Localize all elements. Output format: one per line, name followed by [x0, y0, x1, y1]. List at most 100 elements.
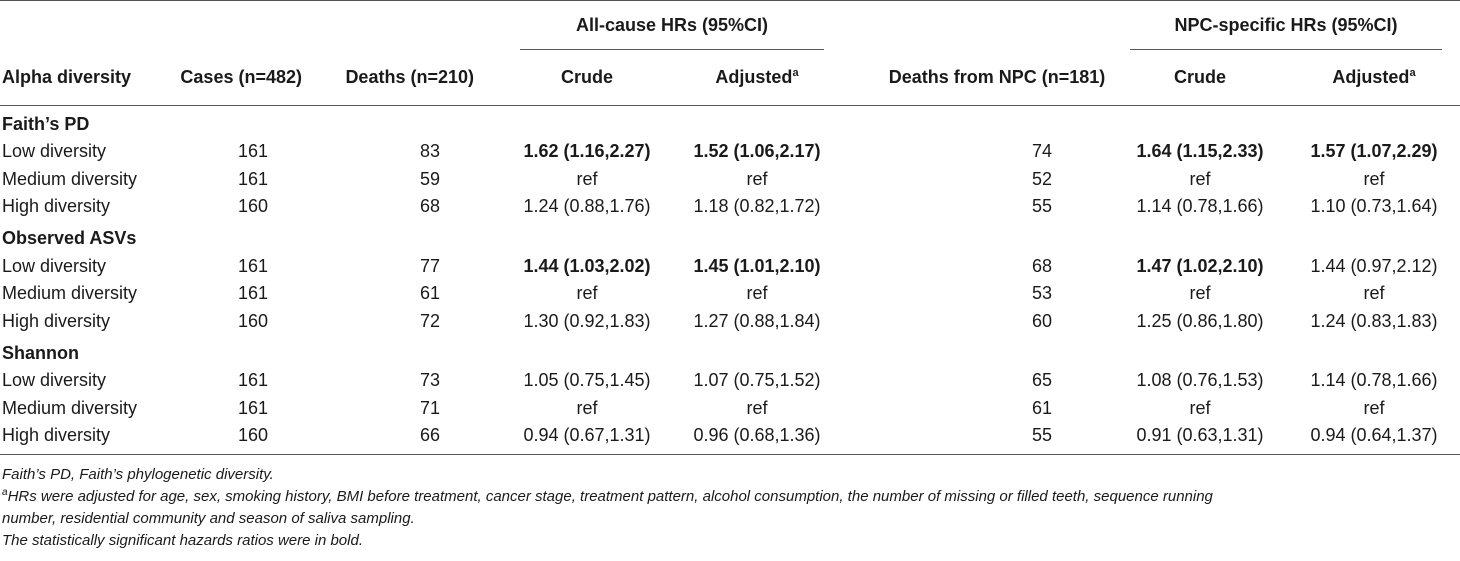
- cell-crude: ref: [576, 283, 598, 304]
- cell-crude-npc: ref: [1189, 283, 1211, 304]
- group-header-row: All-cause HRs (95%CI) NPC-specific HRs (…: [0, 0, 1460, 50]
- cell-cases: 160: [237, 196, 268, 217]
- col-header-adjusted-npc: Adjusteda: [1288, 50, 1460, 106]
- cell-deaths: 59: [419, 168, 440, 189]
- column-header-row: Alpha diversity Cases (n=482) Deaths (n=…: [0, 50, 1460, 106]
- cell-deaths-npc: 55: [842, 422, 1112, 455]
- col-header-adjusted: Adjusteda: [672, 50, 842, 106]
- col-header-crude: Crude: [502, 50, 672, 106]
- cell-cases: 160: [237, 310, 268, 331]
- row-label: Medium diversity: [2, 397, 138, 418]
- footnote-line-2: number, residential community and season…: [2, 510, 415, 527]
- table-row: Low diversity 161 83 1.62 (1.16,2.27) 1.…: [0, 138, 1460, 166]
- cell-crude: ref: [576, 168, 598, 189]
- cell-adjusted-npc: 1.24 (0.83,1.83): [1310, 310, 1438, 331]
- cell-adjusted-npc: 1.44 (0.97,2.12): [1310, 255, 1438, 276]
- cell-crude-npc: 1.14 (0.78,1.66): [1136, 196, 1264, 217]
- npc-specific-group-header: NPC-specific HRs (95%CI): [1112, 0, 1460, 50]
- npc-specific-group-label: NPC-specific HRs (95%CI): [1174, 15, 1398, 35]
- cell-deaths: 77: [419, 255, 440, 276]
- table-row: Medium diversity 161 71 ref ref 61 ref r…: [0, 395, 1460, 423]
- cell-crude-npc: ref: [1189, 168, 1211, 189]
- row-label: Low diversity: [2, 141, 107, 162]
- cell-deaths: 72: [419, 310, 440, 331]
- col-header-alpha: Alpha diversity: [0, 50, 166, 106]
- cell-adjusted: 1.45 (1.01,2.10): [693, 255, 821, 276]
- cell-crude-npc: ref: [1189, 397, 1211, 418]
- cell-adjusted-npc: ref: [1363, 397, 1385, 418]
- adjusted-footnote-mark: a: [792, 67, 799, 79]
- section-row-faiths-pd: Faith’s PD: [0, 106, 1460, 139]
- table-row: Low diversity 161 77 1.44 (1.03,2.02) 1.…: [0, 253, 1460, 281]
- cell-adjusted-npc: 0.94 (0.64,1.37): [1288, 422, 1460, 455]
- cell-deaths: 66: [330, 422, 502, 455]
- cell-crude: ref: [576, 397, 598, 418]
- cell-crude-npc: 1.47 (1.02,2.10): [1136, 255, 1264, 276]
- cell-cases: 161: [237, 168, 268, 189]
- cell-adjusted: ref: [746, 397, 768, 418]
- col-header-deaths: Deaths (n=210): [330, 50, 502, 106]
- cell-crude: 1.44 (1.03,2.02): [523, 255, 651, 276]
- footnote-line-1: HRs were adjusted for age, sex, smoking …: [7, 488, 1213, 505]
- cell-cases: 161: [237, 370, 268, 391]
- cell-deaths: 61: [419, 283, 440, 304]
- cell-adjusted-npc: 1.10 (0.73,1.64): [1310, 196, 1438, 217]
- adjustment-footnote: aHRs were adjusted for age, sex, smoking…: [2, 486, 1458, 530]
- cell-deaths: 68: [419, 196, 440, 217]
- table-row: High diversity 160 66 0.94 (0.67,1.31) 0…: [0, 422, 1460, 455]
- footnote-mark: a: [2, 487, 8, 498]
- cell-adjusted: 1.18 (0.82,1.72): [693, 196, 821, 217]
- col-header-crude-npc: Crude: [1112, 50, 1288, 106]
- cell-deaths: 73: [419, 370, 440, 391]
- row-label: High diversity: [0, 422, 166, 455]
- cell-deaths-npc: 68: [1031, 255, 1052, 276]
- cell-crude-npc: 1.25 (0.86,1.80): [1136, 310, 1264, 331]
- row-label: High diversity: [2, 310, 111, 331]
- section-title: Shannon: [2, 342, 79, 363]
- cell-cases: 161: [237, 283, 268, 304]
- cell-crude: 1.24 (0.88,1.76): [523, 196, 651, 217]
- cell-deaths-npc: 52: [1031, 168, 1052, 189]
- cell-adjusted: 1.52 (1.06,2.17): [693, 141, 821, 162]
- table-row: Medium diversity 161 61 ref ref 53 ref r…: [0, 280, 1460, 308]
- cell-adjusted-npc: 1.57 (1.07,2.29): [1310, 141, 1438, 162]
- cell-crude: 1.30 (0.92,1.83): [523, 310, 651, 331]
- adjusted-npc-footnote-mark: a: [1409, 67, 1416, 79]
- row-label: Medium diversity: [2, 283, 138, 304]
- adjusted-label: Adjusted: [715, 67, 793, 87]
- cell-crude: 0.94 (0.67,1.31): [502, 422, 672, 455]
- table-row: High diversity 160 72 1.30 (0.92,1.83) 1…: [0, 308, 1460, 336]
- cell-adjusted: ref: [746, 168, 768, 189]
- section-title: Observed ASVs: [2, 228, 137, 248]
- abbreviation-note: Faith’s PD, Faith’s phylogenetic diversi…: [2, 466, 274, 483]
- cell-crude: 1.62 (1.16,2.27): [523, 141, 651, 162]
- cell-cases: 161: [237, 397, 268, 418]
- cell-crude-npc: 0.91 (0.63,1.31): [1112, 422, 1288, 455]
- cell-deaths-npc: 53: [1031, 283, 1052, 304]
- col-header-deaths-npc: Deaths from NPC (n=181): [842, 50, 1112, 106]
- col-header-cases: Cases (n=482): [166, 50, 330, 106]
- cell-deaths: 71: [419, 397, 440, 418]
- cell-deaths-npc: 61: [1031, 397, 1052, 418]
- cell-crude-npc: 1.08 (0.76,1.53): [1136, 370, 1264, 391]
- all-cause-group-header: All-cause HRs (95%CI): [502, 0, 842, 50]
- cell-deaths-npc: 60: [1031, 310, 1052, 331]
- table-row: Low diversity 161 73 1.05 (0.75,1.45) 1.…: [0, 367, 1460, 395]
- section-title: Faith’s PD: [2, 113, 90, 134]
- bold-note: The statistically significant hazards ra…: [2, 532, 363, 549]
- cell-adjusted-npc: ref: [1363, 168, 1385, 189]
- cell-deaths-npc: 55: [1031, 196, 1052, 217]
- cell-adjusted-npc: ref: [1363, 283, 1385, 304]
- row-label: High diversity: [2, 196, 111, 217]
- hazard-ratios-table: All-cause HRs (95%CI) NPC-specific HRs (…: [0, 0, 1460, 455]
- cell-adjusted: 1.27 (0.88,1.84): [693, 310, 821, 331]
- section-row-observed-asvs: Observed ASVs: [0, 221, 1460, 253]
- cell-crude: 1.05 (0.75,1.45): [523, 370, 651, 391]
- cell-deaths-npc: 65: [1031, 370, 1052, 391]
- cell-adjusted: 0.96 (0.68,1.36): [672, 422, 842, 455]
- row-label: Low diversity: [2, 370, 107, 391]
- cell-adjusted-npc: 1.14 (0.78,1.66): [1310, 370, 1438, 391]
- table-row: High diversity 160 68 1.24 (0.88,1.76) 1…: [0, 193, 1460, 221]
- cell-deaths-npc: 74: [1031, 141, 1052, 162]
